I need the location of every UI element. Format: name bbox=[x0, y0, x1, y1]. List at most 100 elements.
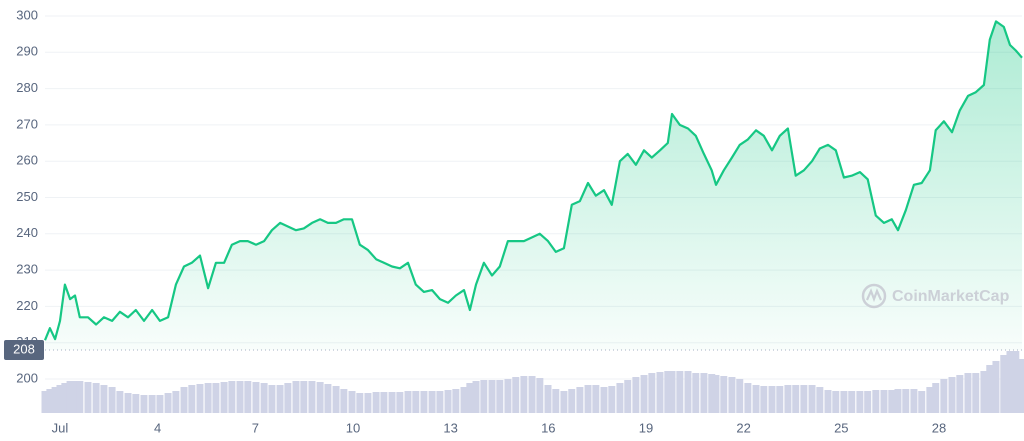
volume-bar bbox=[452, 389, 460, 413]
volume-bar bbox=[460, 387, 468, 413]
volume-bar bbox=[316, 382, 324, 413]
volume-bar bbox=[51, 387, 59, 413]
volume-bar bbox=[92, 383, 100, 413]
volume-bar bbox=[668, 371, 676, 413]
watermark: CoinMarketCap bbox=[861, 283, 1010, 309]
volume-bar bbox=[840, 391, 848, 413]
volume-bar bbox=[964, 373, 972, 413]
volume-bar bbox=[204, 383, 212, 413]
volume-bar bbox=[528, 376, 536, 413]
plot bbox=[43, 20, 1023, 351]
volume-bar bbox=[124, 393, 132, 413]
volume-bar bbox=[792, 385, 800, 413]
volume-bar bbox=[736, 379, 744, 413]
volume-bar bbox=[396, 392, 404, 413]
volume-bar bbox=[156, 395, 164, 413]
volume-bar bbox=[940, 379, 948, 413]
volume-bar bbox=[720, 376, 728, 413]
volume-bar bbox=[880, 390, 888, 413]
volume-bar bbox=[428, 391, 436, 413]
volume-bar bbox=[404, 391, 412, 413]
volume-bar bbox=[560, 391, 568, 413]
volume-bar bbox=[380, 392, 388, 413]
volume-bar bbox=[132, 394, 140, 413]
volume-bar bbox=[340, 389, 348, 413]
volume-bar bbox=[692, 373, 700, 413]
volume-bar bbox=[1006, 351, 1014, 413]
volume-bar bbox=[71, 381, 79, 413]
volume-bar bbox=[616, 383, 624, 413]
volume-bar bbox=[480, 380, 488, 413]
volume-bar bbox=[100, 385, 108, 413]
y-tick-label: 220 bbox=[16, 298, 38, 313]
volume-bar bbox=[700, 373, 708, 413]
volume-bar bbox=[776, 386, 784, 413]
volume-bar bbox=[992, 361, 1000, 413]
volume-bar bbox=[824, 390, 832, 413]
x-tick-label: 25 bbox=[834, 420, 848, 435]
volume-bar bbox=[324, 384, 332, 413]
volume-bar bbox=[252, 382, 260, 413]
volume-bar bbox=[664, 371, 672, 413]
volume-bar bbox=[894, 389, 902, 413]
volume-bar bbox=[956, 375, 964, 413]
volume-bar bbox=[140, 395, 148, 413]
volume-bar bbox=[420, 391, 428, 413]
volume-bar bbox=[744, 383, 752, 413]
volume-bar bbox=[364, 393, 372, 413]
volume-bar bbox=[872, 390, 880, 413]
volume-bar bbox=[848, 391, 856, 413]
volume-bar bbox=[624, 380, 632, 413]
volume-bar bbox=[926, 387, 934, 413]
volume-bar bbox=[284, 383, 292, 413]
price-line bbox=[43, 20, 1023, 341]
volume-bar bbox=[348, 391, 356, 413]
volume-bar bbox=[768, 386, 776, 413]
volume-bar bbox=[116, 391, 124, 413]
watermark-text: CoinMarketCap bbox=[892, 288, 1010, 305]
volume-bar bbox=[902, 389, 910, 413]
volume-bar bbox=[816, 387, 824, 413]
volume-bar bbox=[536, 378, 544, 413]
volume-bar bbox=[520, 376, 528, 413]
x-tick-label: 13 bbox=[443, 420, 457, 435]
volume-bar bbox=[332, 386, 340, 413]
y-tick-label: 240 bbox=[16, 225, 38, 240]
volume-bar bbox=[488, 380, 496, 413]
volume-bar bbox=[918, 391, 926, 413]
volume-bar bbox=[676, 371, 684, 413]
volume-bar bbox=[56, 385, 64, 413]
x-tick-label: 7 bbox=[252, 420, 259, 435]
volume-bar bbox=[496, 380, 504, 413]
volume-bar bbox=[444, 390, 452, 413]
volume-bar bbox=[108, 387, 116, 413]
volume-bar bbox=[1018, 359, 1024, 413]
y-tick-label: 250 bbox=[16, 189, 38, 204]
volume-bar bbox=[980, 371, 988, 413]
y-tick-label: 300 bbox=[16, 7, 38, 22]
volume-bar bbox=[632, 377, 640, 413]
volume-bar bbox=[932, 383, 940, 413]
volume-bar bbox=[640, 375, 648, 413]
volume-bar bbox=[712, 375, 720, 413]
volume-bar bbox=[856, 391, 864, 413]
volume-bar bbox=[504, 379, 512, 413]
volume-bar bbox=[544, 385, 552, 413]
volume-bar bbox=[972, 373, 980, 413]
volume-bar bbox=[800, 385, 808, 413]
price-area bbox=[45, 21, 1022, 350]
volume-bar bbox=[196, 384, 204, 413]
volume-bar bbox=[41, 391, 49, 413]
volume-bar bbox=[784, 385, 792, 413]
volume-bar bbox=[808, 385, 816, 413]
y-tick-label: 270 bbox=[16, 116, 38, 131]
x-tick-label: Jul bbox=[52, 420, 69, 435]
volume-bar bbox=[76, 381, 84, 413]
volume-bar bbox=[228, 381, 236, 413]
watermark-logo bbox=[861, 283, 887, 309]
volume-bar bbox=[388, 392, 396, 413]
x-tick-label: 19 bbox=[639, 420, 653, 435]
volume-bar bbox=[552, 389, 560, 413]
volume-bar bbox=[260, 383, 268, 413]
y-tick-label: 200 bbox=[16, 370, 38, 385]
